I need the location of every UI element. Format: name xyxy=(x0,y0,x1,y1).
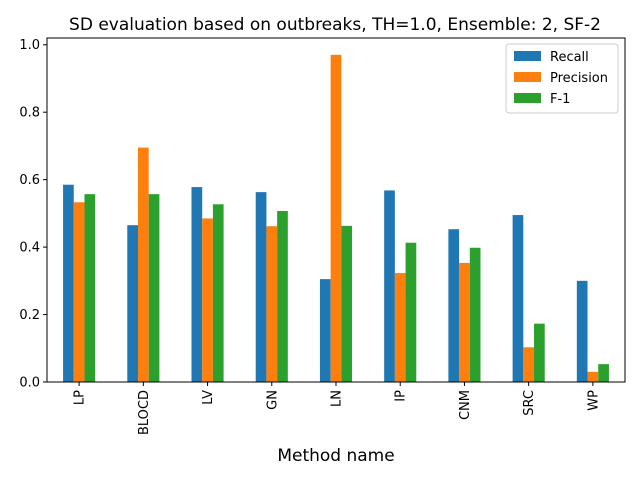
bar-f-1-lp xyxy=(84,194,96,382)
bar-precision-blocd xyxy=(137,147,149,382)
legend: Recall Precision F-1 xyxy=(505,43,619,114)
y-tick-label: 0.4 xyxy=(19,241,40,256)
bar-f-1-cnm xyxy=(469,247,481,382)
x-tick-label: SRC xyxy=(522,390,537,416)
bar-recall-wp xyxy=(576,280,588,382)
bar-recall-lv xyxy=(191,187,203,382)
bar-precision-gn xyxy=(266,226,278,382)
x-tick-label: WP xyxy=(586,390,601,411)
y-tick-label: 0.6 xyxy=(19,173,40,188)
legend-swatch xyxy=(514,93,541,103)
legend-label: Precision xyxy=(550,71,608,86)
bar-precision-cnm xyxy=(459,262,470,382)
legend-swatch xyxy=(514,51,541,61)
x-tick-label: LP xyxy=(73,390,88,405)
x-tick-label: CNM xyxy=(458,390,473,420)
bar-recall-src xyxy=(512,215,524,382)
y-tick-label: 0.8 xyxy=(19,106,40,121)
bar-f-1-ln xyxy=(341,225,353,382)
legend-label: Recall xyxy=(550,50,589,65)
bar-precision-src xyxy=(523,347,535,382)
x-tick-label: LV xyxy=(201,390,216,405)
bar-f-1-wp xyxy=(598,364,609,382)
bar-precision-lv xyxy=(202,218,213,382)
y-tick-label: 1.0 xyxy=(19,38,40,53)
y-tick-label: 0.2 xyxy=(19,308,40,323)
bar-recall-blocd xyxy=(127,225,138,382)
legend-label: F-1 xyxy=(550,92,570,107)
bar-f-1-blocd xyxy=(148,194,160,382)
bar-f-1-lv xyxy=(212,204,224,382)
x-axis-label: Method name xyxy=(277,446,394,466)
bar-recall-gn xyxy=(255,192,267,382)
bar-f-1-gn xyxy=(277,211,288,382)
x-tick-label: LN xyxy=(330,390,345,407)
bar-precision-ip xyxy=(394,273,406,382)
bar-precision-ln xyxy=(330,54,342,383)
x-tick-label: BLOCD xyxy=(137,390,152,435)
bars-layer xyxy=(63,54,609,383)
bar-recall-ip xyxy=(384,190,395,382)
x-tick-label: GN xyxy=(265,390,280,410)
bar-precision-lp xyxy=(73,202,85,382)
bar-recall-cnm xyxy=(448,229,460,382)
y-axis: 0.0 0.2 0.4 0.6 0.8 1.0 xyxy=(19,38,47,391)
bar-recall-lp xyxy=(63,184,74,382)
y-tick-label: 0.0 xyxy=(19,376,40,391)
x-tick-label: IP xyxy=(394,390,409,402)
bar-f-1-ip xyxy=(405,242,417,382)
bar-f-1-src xyxy=(534,323,545,382)
x-axis: LP BLOCD LV GN LN IP CNM SRC WP xyxy=(73,382,601,435)
legend-swatch xyxy=(514,72,541,82)
bar-recall-ln xyxy=(319,279,331,382)
bar-precision-wp xyxy=(587,371,599,382)
chart-title: SD evaluation based on outbreaks, TH=1.0… xyxy=(69,15,601,35)
